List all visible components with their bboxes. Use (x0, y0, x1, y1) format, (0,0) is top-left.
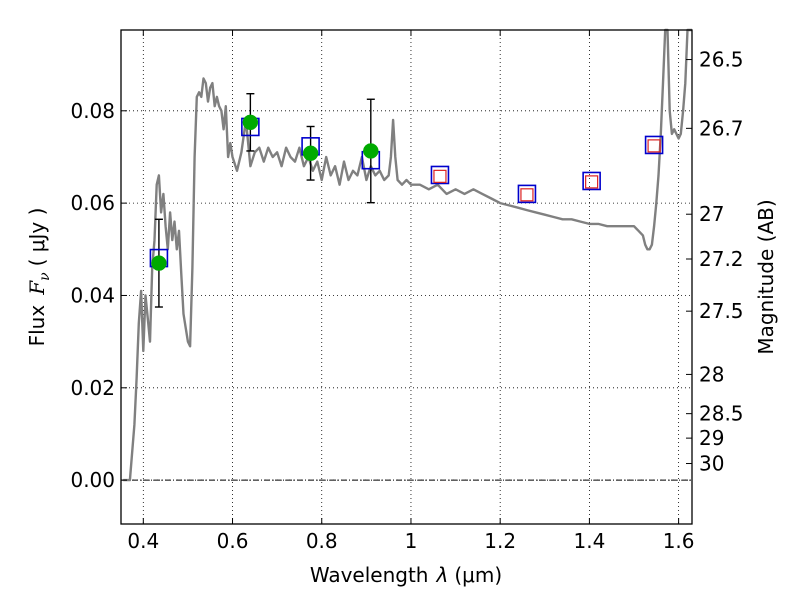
plot-area (123, 28, 692, 482)
y-axis-unit: ( μJy ) (25, 208, 49, 267)
x-axis-symbol: λ (436, 563, 449, 587)
predicted-flux-square (647, 139, 661, 153)
y-tick-label: 0.02 (70, 376, 115, 400)
magnitude-tick-label: 27 (699, 202, 724, 226)
observed-flux-point (151, 255, 167, 271)
y-axis-label: Flux Fν ( μJy ) (25, 208, 53, 347)
magnitude-tick-label: 26.5 (699, 48, 744, 72)
y-axis-ticks: 0.00 0.02 0.04 0.06 0.08 (70, 99, 127, 492)
x-tick-label: 1.4 (573, 529, 605, 553)
x-tick-label: 1.2 (484, 529, 516, 553)
x-tick-label: 1.6 (663, 529, 695, 553)
grid-lines (121, 30, 692, 524)
y-tick-label: 0.08 (70, 99, 115, 123)
x-tick-label: 0.4 (127, 529, 159, 553)
magnitude-tick-label: 28.5 (699, 402, 744, 426)
y-axis-label-text: Flux (25, 305, 49, 347)
y-axis-symbol: F (25, 280, 49, 296)
magnitude-tick-label: 27.2 (699, 247, 744, 271)
y-axis-subscript: ν (37, 272, 53, 281)
x-tick-label: 0.8 (306, 529, 338, 553)
magnitude-tick-label: 30 (699, 452, 724, 476)
x-tick-label: 0.6 (217, 529, 249, 553)
model-magnitude-square (582, 171, 601, 191)
predicted-flux-square (585, 175, 599, 189)
magnitude-axis-label: Magnitude (AB) (754, 199, 778, 354)
model-magnitude-square (430, 165, 450, 185)
observed-flux-point (302, 145, 319, 162)
x-tick-label: 1 (405, 529, 418, 553)
x-axis-ticks: 0.4 0.6 0.8 1 1.2 1.4 1.6 (127, 30, 695, 553)
predicted-flux-square (520, 188, 534, 202)
x-axis-label-text: Wavelength (310, 563, 429, 587)
observed-flux-point (242, 114, 259, 131)
model-sed-line (123, 28, 692, 482)
model-magnitude-square (517, 184, 537, 204)
observed-flux-point (363, 143, 379, 159)
y-tick-label: 0.04 (70, 283, 115, 307)
magnitude-tick-label: 28 (699, 362, 724, 386)
x-axis-label: Wavelength λ (μm) (310, 563, 502, 587)
magnitude-tick-label: 29 (699, 426, 724, 450)
magnitude-tick-label: 27.5 (699, 299, 744, 323)
y-tick-label: 0.06 (70, 191, 115, 215)
magnitude-tick-label: 26.7 (699, 116, 744, 140)
model-magnitude-square (644, 135, 664, 155)
x-axis-unit: (μm) (454, 563, 502, 587)
predicted-flux-square (433, 169, 447, 183)
y-tick-label: 0.00 (70, 468, 115, 492)
axes-frame (120, 29, 693, 525)
